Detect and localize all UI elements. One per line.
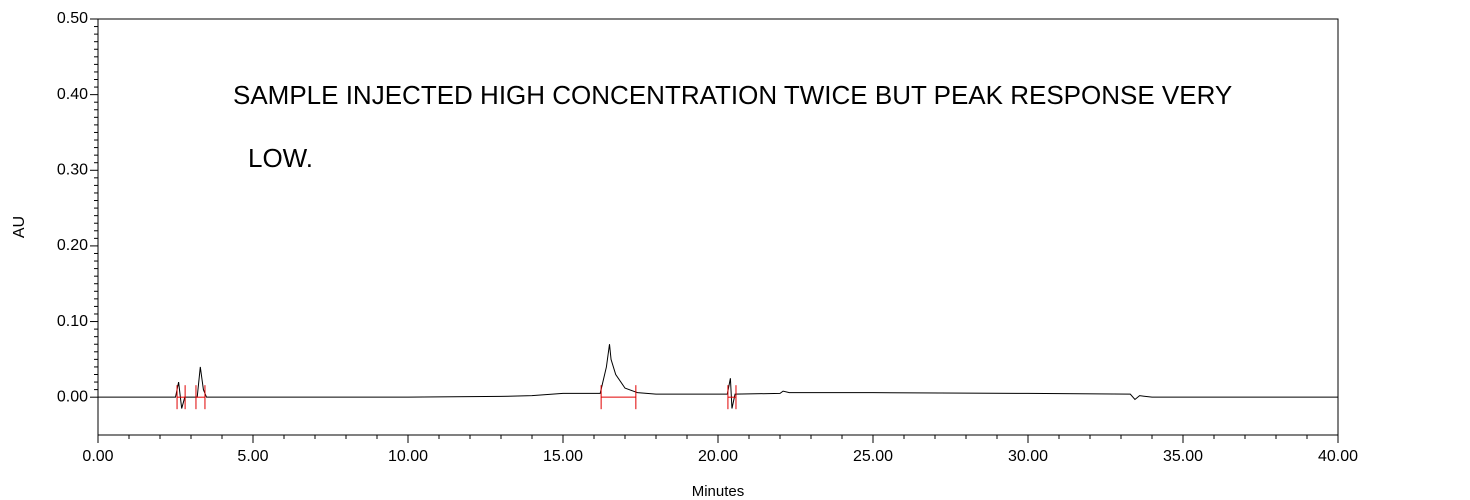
y-tick-label: 0.20 (57, 237, 88, 254)
x-axis-label: Minutes (692, 483, 745, 500)
x-tick-label: 15.00 (543, 448, 583, 465)
y-tick-label: 0.10 (57, 313, 88, 330)
annotation: LOW. (248, 143, 313, 173)
x-tick-label: 25.00 (853, 448, 893, 465)
y-axis-label: AU (11, 216, 28, 238)
x-tick-label: 30.00 (1008, 448, 1048, 465)
x-tick-label: 20.00 (698, 448, 738, 465)
x-tick-label: 35.00 (1163, 448, 1203, 465)
trace (98, 344, 1338, 409)
y-tick-label: 0.00 (57, 388, 88, 405)
x-tick-label: 40.00 (1318, 448, 1358, 465)
y-tick-label: 0.40 (57, 86, 88, 103)
y-tick-label: 0.30 (57, 161, 88, 178)
y-tick-label: 0.50 (57, 10, 88, 27)
x-tick-label: 0.00 (82, 448, 113, 465)
annotation: SAMPLE INJECTED HIGH CONCENTRATION TWICE… (233, 80, 1232, 110)
x-tick-label: 5.00 (237, 448, 268, 465)
x-tick-label: 10.00 (388, 448, 428, 465)
